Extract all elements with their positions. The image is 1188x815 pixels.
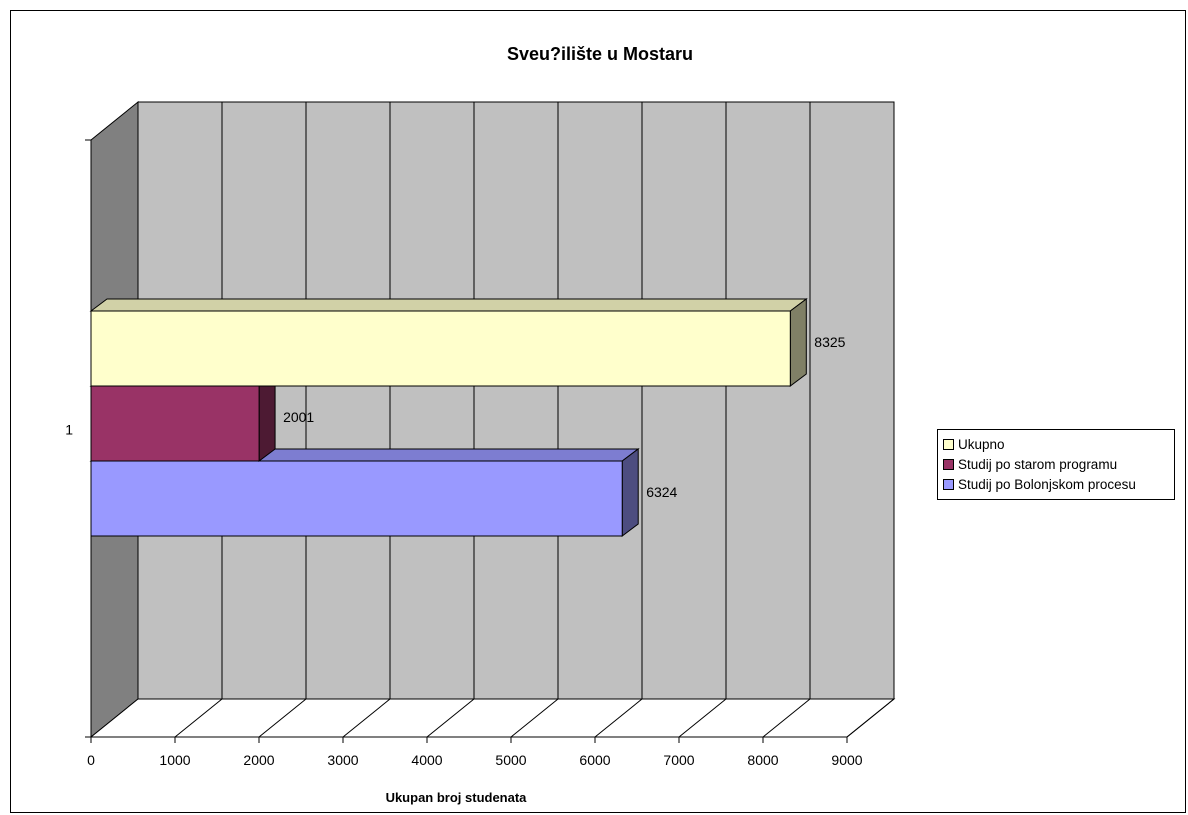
chart-canvas: 6324 2001 8325 1 0 1000 2000 3000 4000 5000 6000 7… [65,44,896,805]
floor-gridline [678,698,727,738]
x-tick-label: 1000 [159,752,190,768]
bar-side-face [789,298,807,387]
bar-front-face [90,460,623,537]
bar-2: 2001 [89,373,314,462]
legend-item: Studij po starom programu [943,454,1174,474]
legend: Ukupno Studij po starom programu Studij po… [937,429,1175,500]
x-tick-label: 6000 [579,752,610,768]
floor-gridline [426,698,475,738]
data-label: 8325 [814,334,845,350]
legend-swatch [943,438,954,450]
floor-gridline [174,698,223,738]
bar-1: 8325 [89,298,846,387]
legend-swatch [943,458,954,470]
x-tick-label: 0 [87,752,95,768]
chart-frame: 6324 2001 8325 1 0 1000 2000 3000 4000 5000 6000 7… [10,10,1186,813]
legend-item: Ukupno [943,434,1174,454]
x-tick-label: 5000 [495,752,526,768]
bar-top-face [89,298,808,312]
floor [89,698,896,738]
x-tick-label: 8000 [747,752,778,768]
floor-gridline [510,698,559,738]
floor-gridline [762,698,811,738]
floor-gridline [342,698,391,738]
x-axis-title: Ukupan broj studenata [386,790,528,805]
bar-front-face [90,310,791,387]
bar-side-face [258,373,276,462]
floor-gridline [594,698,643,738]
floor-gridline [846,698,895,738]
bar-side-face [621,448,639,537]
legend-item: Studij po Bolonjskom procesu [943,474,1174,494]
bar-3: 6324 [89,448,678,537]
legend-label: Studij po starom programu [958,456,1118,472]
legend-label: Ukupno [958,436,1005,452]
x-tick-label: 9000 [831,752,862,768]
x-tick-label: 3000 [327,752,358,768]
category-label: 1 [65,422,73,438]
data-label: 2001 [283,409,314,425]
data-label: 6324 [646,484,677,500]
chart-title: Sveu?ilište u Mostaru [507,44,693,64]
bar-front-face [90,385,260,462]
x-tick-label: 7000 [663,752,694,768]
x-tick-label: 2000 [243,752,274,768]
x-tick-label: 4000 [411,752,442,768]
legend-label: Studij po Bolonjskom procesu [958,476,1136,492]
floor-gridline [258,698,307,738]
legend-swatch [943,478,954,490]
